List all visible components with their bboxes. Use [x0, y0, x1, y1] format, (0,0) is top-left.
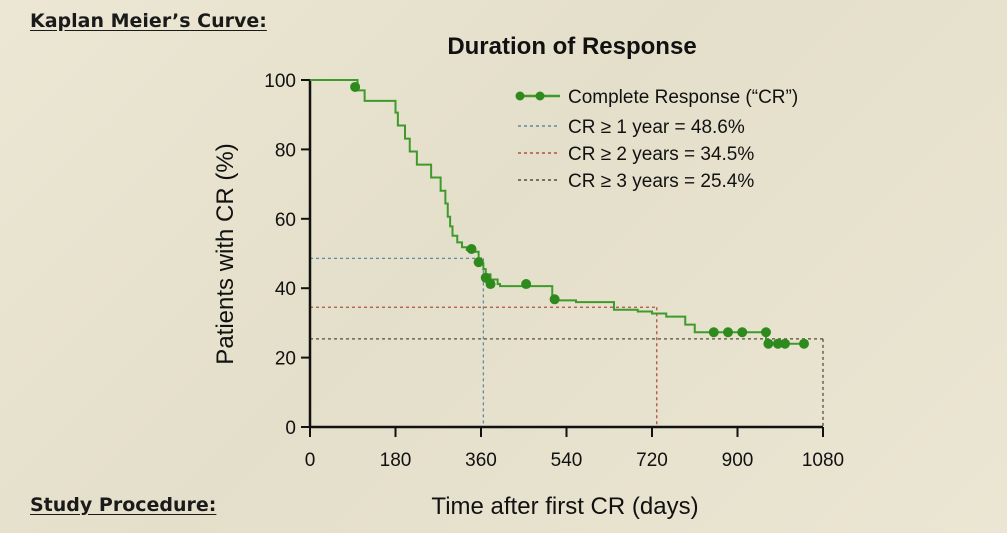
data-point-censored: [473, 257, 484, 268]
y-tick-label: 20: [275, 349, 296, 370]
legend-swatch-cr-marker-mid: [535, 91, 545, 101]
reference-lines: [310, 257, 824, 427]
data-point-censored: [485, 279, 496, 290]
data-point-censored: [466, 243, 477, 254]
x-axis-title: Time after first CR (days): [431, 493, 698, 520]
data-point-censored: [549, 294, 560, 305]
censor-markers: [350, 81, 809, 349]
y-tick-label: 60: [275, 210, 296, 231]
y-axis-title: Patients with CR (%): [212, 143, 239, 364]
data-point-censored: [350, 81, 361, 92]
data-point-censored: [521, 279, 532, 290]
x-tick-label: 900: [722, 450, 754, 471]
data-point-censored: [772, 338, 783, 349]
data-point-censored: [737, 327, 748, 338]
x-tick-label: 1080: [802, 450, 844, 471]
x-tick-label: 540: [551, 450, 583, 471]
data-point-censored: [763, 338, 774, 349]
data-point-censored: [723, 327, 733, 338]
data-point-censored: [799, 338, 809, 349]
legend-label-2yr: CR ≥ 2 years = 34.5%: [568, 144, 754, 165]
chart-title: Duration of Response: [447, 33, 696, 60]
section-heading-kaplan-meier: Kaplan Meier’s Curve:: [30, 10, 267, 32]
y-tick-label: 0: [285, 418, 296, 439]
data-point-censored: [708, 327, 719, 338]
data-point-censored: [761, 327, 771, 338]
section-heading-study-procedure: Study Procedure:: [30, 494, 217, 516]
x-tick-label: 360: [465, 450, 497, 471]
x-tick-label: 0: [305, 450, 316, 471]
data-point-censored: [780, 338, 790, 349]
axes: 0 20 40 60 80 100 0 180 360 540 720 900 1080: [264, 71, 844, 471]
legend-label-cr: Complete Response (“CR”): [568, 87, 798, 108]
y-tick-label: 40: [275, 279, 296, 300]
y-tick-label: 80: [275, 140, 296, 161]
x-tick-label: 180: [380, 450, 412, 471]
y-tick-label: 100: [264, 71, 296, 92]
legend-label-1yr: CR ≥ 1 year = 48.6%: [568, 117, 745, 138]
legend: Complete Response (“CR”) CR ≥ 1 year = 4…: [515, 87, 798, 192]
x-tick-label: 720: [636, 450, 668, 471]
legend-swatch-cr-marker-left: [515, 91, 525, 101]
legend-label-3yr: CR ≥ 3 years = 25.4%: [568, 171, 754, 192]
